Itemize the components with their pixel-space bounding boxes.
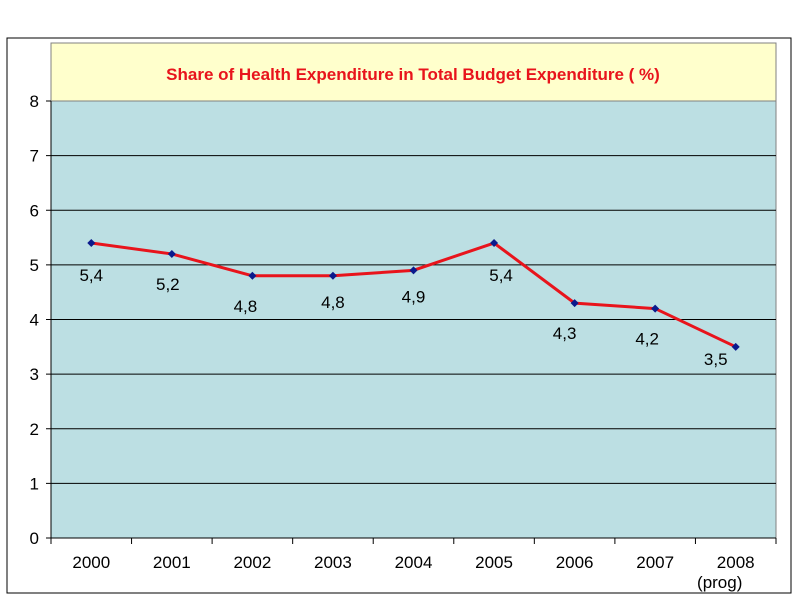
- y-tick-label: 5: [30, 256, 39, 275]
- data-point: [167, 249, 176, 258]
- x-tick-label: 2007: [636, 553, 674, 572]
- data-label: 3,5: [704, 350, 728, 369]
- x-axis-ticks: 2000 2001 2002 2003 2004 2005 2006 2007 2008(pro…: [50, 538, 777, 592]
- x-tick-label: 2002: [233, 553, 271, 572]
- data-label: 4,9: [402, 287, 426, 306]
- x-tick-label: 2000: [72, 553, 110, 572]
- data-label: 5,2: [156, 275, 180, 294]
- x-tick-label: 2003: [314, 553, 352, 572]
- x-tick-label: 2006: [556, 553, 594, 572]
- data-point: [570, 299, 579, 308]
- y-tick-label: 3: [30, 365, 39, 384]
- data-label: 4,3: [553, 324, 577, 343]
- gridlines: [51, 155, 776, 484]
- y-tick-label: 1: [30, 474, 39, 493]
- y-tick-label: 0: [30, 529, 39, 548]
- y-tick-label: 6: [30, 201, 39, 220]
- data-label: 5,4: [79, 266, 103, 285]
- data-label: 4,2: [635, 330, 659, 349]
- x-tick-label: 2004: [395, 553, 433, 572]
- data-label: 4,8: [234, 297, 258, 316]
- x-tick-label: 2001: [153, 553, 191, 572]
- title-box: [50, 42, 777, 102]
- y-tick-label: 2: [30, 420, 39, 439]
- data-label: 4,8: [321, 293, 345, 312]
- y-tick-label: 7: [30, 147, 39, 166]
- data-point: [490, 239, 499, 248]
- data-point: [328, 271, 337, 280]
- y-axis-ticks: 0 1 2 3 4 5 6 7 8: [30, 92, 51, 548]
- data-point: [731, 342, 740, 351]
- x-tick-sublabel: (prog): [697, 573, 742, 592]
- data-point: [651, 304, 660, 313]
- data-point: [409, 266, 418, 275]
- x-tick-label: 2008: [717, 553, 755, 572]
- data-point: [248, 271, 257, 280]
- data-labels: 5,4 5,2 4,8 4,8 4,9 5,4 4,3 4,2 3,5: [79, 266, 727, 369]
- y-tick-label: 8: [30, 92, 39, 111]
- x-tick-label: 2005: [475, 553, 513, 572]
- y-tick-label: 4: [30, 311, 39, 330]
- chart-title: Share of Health Expenditure in Total Bud…: [166, 65, 660, 84]
- data-point: [87, 239, 96, 248]
- data-series: [87, 239, 740, 351]
- data-label: 5,4: [489, 266, 513, 285]
